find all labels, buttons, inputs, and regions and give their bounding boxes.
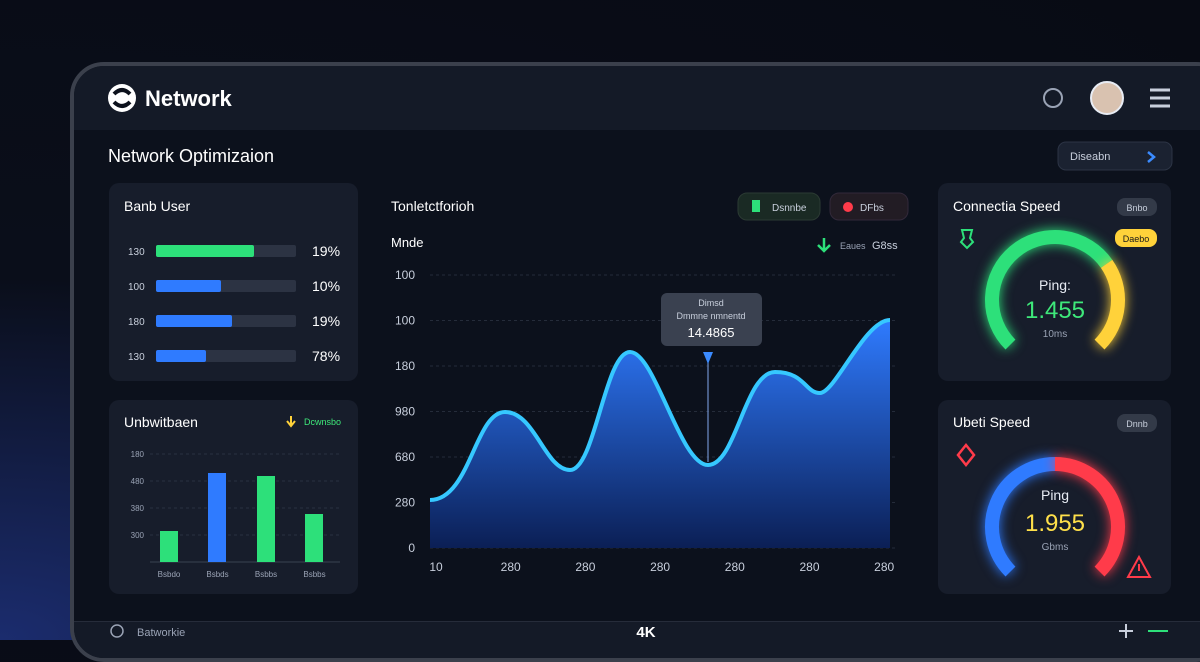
- dashboard: Network Network Optimizaion Diseabn Banb…: [108, 81, 1173, 640]
- dropdown[interactable]: [1057, 141, 1173, 171]
- x-axis-label: 280: [575, 560, 595, 574]
- tooltip-title: Dimsd: [698, 298, 724, 308]
- tooltip-value: 14.4865: [688, 325, 735, 340]
- row-label: 130: [128, 247, 145, 258]
- y-axis-label: 280: [395, 496, 415, 510]
- footer-icon: [110, 624, 124, 638]
- brand-name: Network: [145, 86, 233, 111]
- warning-icon: [1126, 554, 1152, 578]
- gauge-icon: [959, 229, 975, 250]
- y-axis-label: 100: [395, 268, 415, 282]
- gauge-arc: [1054, 457, 1125, 577]
- button-icon[interactable]: [843, 202, 853, 212]
- y-axis-label: 980: [395, 405, 415, 419]
- tooltip-subtitle: Dmmne nmnentd: [676, 311, 745, 321]
- brand-logo-mark: [112, 88, 132, 108]
- filter-button[interactable]: [829, 192, 909, 221]
- x-axis-label: Bsbdo: [158, 570, 181, 579]
- progress-fill: [156, 280, 221, 292]
- panel-title: Ubeti Speed: [953, 414, 1030, 430]
- dropdown-arrow[interactable]: [1147, 151, 1156, 163]
- panel-title: Banb User: [124, 198, 190, 214]
- legend-icon: [817, 238, 831, 253]
- x-axis-label: 280: [799, 560, 819, 574]
- row-label: 180: [128, 317, 145, 328]
- row-value: 19%: [312, 313, 340, 329]
- panel-badge: Dnnb: [1126, 419, 1148, 429]
- bar: [208, 473, 226, 562]
- gauge-label: Ping: [1041, 487, 1069, 503]
- gauge-value: 1.955: [1025, 510, 1085, 537]
- add-icon[interactable]: [1119, 624, 1133, 638]
- progress-fill: [156, 245, 254, 257]
- chart-title: Tonletctforioh: [391, 198, 474, 214]
- row-value: 19%: [312, 243, 340, 259]
- filter-button-label[interactable]: DFbs: [860, 203, 884, 214]
- panel-badge-bg: [1117, 198, 1157, 216]
- dropdown-label[interactable]: Diseabn: [1070, 151, 1110, 163]
- user-avatar[interactable]: [1090, 81, 1124, 115]
- x-axis-label: Bsbbs: [255, 570, 277, 579]
- page-title: Network Optimizaion: [108, 146, 274, 166]
- header-bar: [74, 66, 1200, 130]
- y-axis-label: 300: [131, 531, 145, 540]
- gauge-value: 1.455: [1025, 297, 1085, 324]
- gauge-arc: [985, 230, 1113, 350]
- status-tag-bg: [1115, 229, 1157, 247]
- panel-title: Unbwitbaen: [124, 414, 198, 430]
- y-axis-label: 680: [395, 450, 415, 464]
- row-value: 78%: [312, 348, 340, 364]
- x-axis-label: 280: [874, 560, 894, 574]
- button-icon[interactable]: [752, 200, 760, 212]
- bar: [305, 514, 323, 562]
- bar: [160, 531, 178, 562]
- menu-icon[interactable]: [1150, 88, 1170, 108]
- y-axis-label: 100: [395, 314, 415, 328]
- panel-badge: Dcwnsbo: [304, 417, 341, 427]
- area-fill: [430, 320, 890, 548]
- gauge-unit: Gbms: [1042, 542, 1069, 553]
- panel-badge: Bnbo: [1126, 203, 1147, 213]
- tooltip: [661, 293, 762, 346]
- y-axis-label: 380: [131, 504, 145, 513]
- x-axis-label: 280: [725, 560, 745, 574]
- x-axis-label: 280: [501, 560, 521, 574]
- row-label: 100: [128, 282, 145, 293]
- chart-subtitle: Mnde: [391, 235, 424, 250]
- footer-label: Batworkie: [137, 627, 185, 639]
- y-axis-label: 180: [131, 450, 145, 459]
- panel-title: Connectia Speed: [953, 198, 1060, 214]
- row-label: 130: [128, 352, 145, 363]
- x-axis-label: Bsbbs: [303, 570, 325, 579]
- filter-button-label[interactable]: Dsnnbe: [772, 203, 807, 214]
- bar: [257, 476, 275, 562]
- progress-fill: [156, 350, 206, 362]
- legend-item: Eaues: [840, 241, 866, 251]
- y-axis-label: 180: [395, 359, 415, 373]
- y-axis-label: 480: [131, 477, 145, 486]
- panel-badge-bg: [1117, 414, 1157, 432]
- gauge-label: Ping:: [1039, 277, 1071, 293]
- x-axis-label: Bsbds: [206, 570, 228, 579]
- gauge-icon: [956, 442, 976, 468]
- area-line: [429, 318, 891, 502]
- row-value: 10%: [312, 278, 340, 294]
- gauge-arc: [1094, 259, 1125, 350]
- progress-fill: [156, 315, 232, 327]
- down-icon: [286, 416, 296, 428]
- x-axis-label: 10: [429, 560, 443, 574]
- filter-button[interactable]: [737, 192, 821, 221]
- footer-center: 4K: [636, 624, 655, 640]
- x-axis-label: 280: [650, 560, 670, 574]
- gauge-unit: 10ms: [1043, 329, 1067, 340]
- settings-icon[interactable]: [1043, 88, 1063, 108]
- status-tag: Daebo: [1123, 234, 1150, 244]
- legend-item: G8ss: [872, 240, 898, 252]
- y-axis-label: 0: [408, 541, 415, 555]
- cursor-marker: [703, 352, 713, 364]
- gauge-arc: [985, 457, 1056, 577]
